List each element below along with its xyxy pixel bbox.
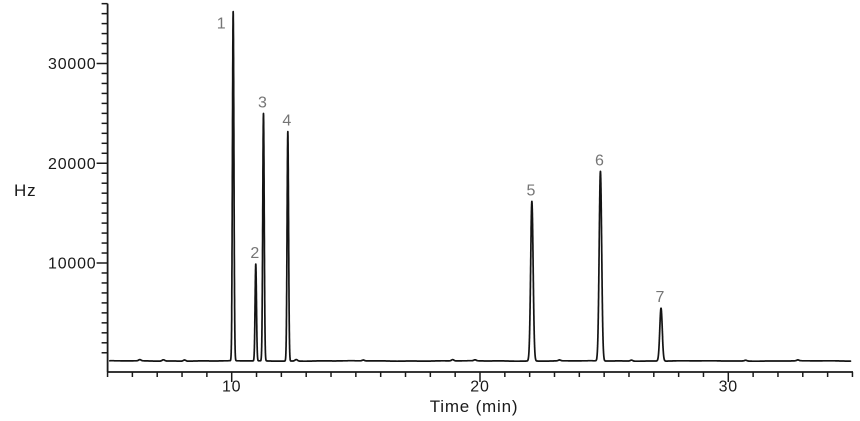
y-tick-label: 30000 (48, 56, 97, 73)
y-axis-title: Hz (14, 181, 36, 200)
peak-label: 6 (595, 152, 604, 169)
x-axis-title: Time (min) (430, 397, 519, 416)
x-tick-label: 30 (719, 379, 738, 396)
peak-label: 3 (258, 95, 267, 112)
x-tick-label: 10 (222, 379, 241, 396)
peak-label: 4 (282, 113, 291, 130)
peak-label: 5 (526, 182, 535, 199)
x-axis: 10 20 30 (106, 371, 854, 396)
peak-label: 7 (656, 289, 665, 306)
y-axis: 10000 20000 30000 (48, 2, 109, 372)
y-tick-label: 20000 (48, 156, 97, 173)
peak-label: 2 (250, 245, 259, 262)
peak-label: 1 (217, 15, 226, 32)
chromatogram-trace (108, 10, 852, 363)
y-tick-label: 10000 (48, 256, 97, 273)
x-tick-label: 20 (470, 379, 489, 396)
peak-labels: 1 2 34 5 6 7 (217, 15, 665, 306)
